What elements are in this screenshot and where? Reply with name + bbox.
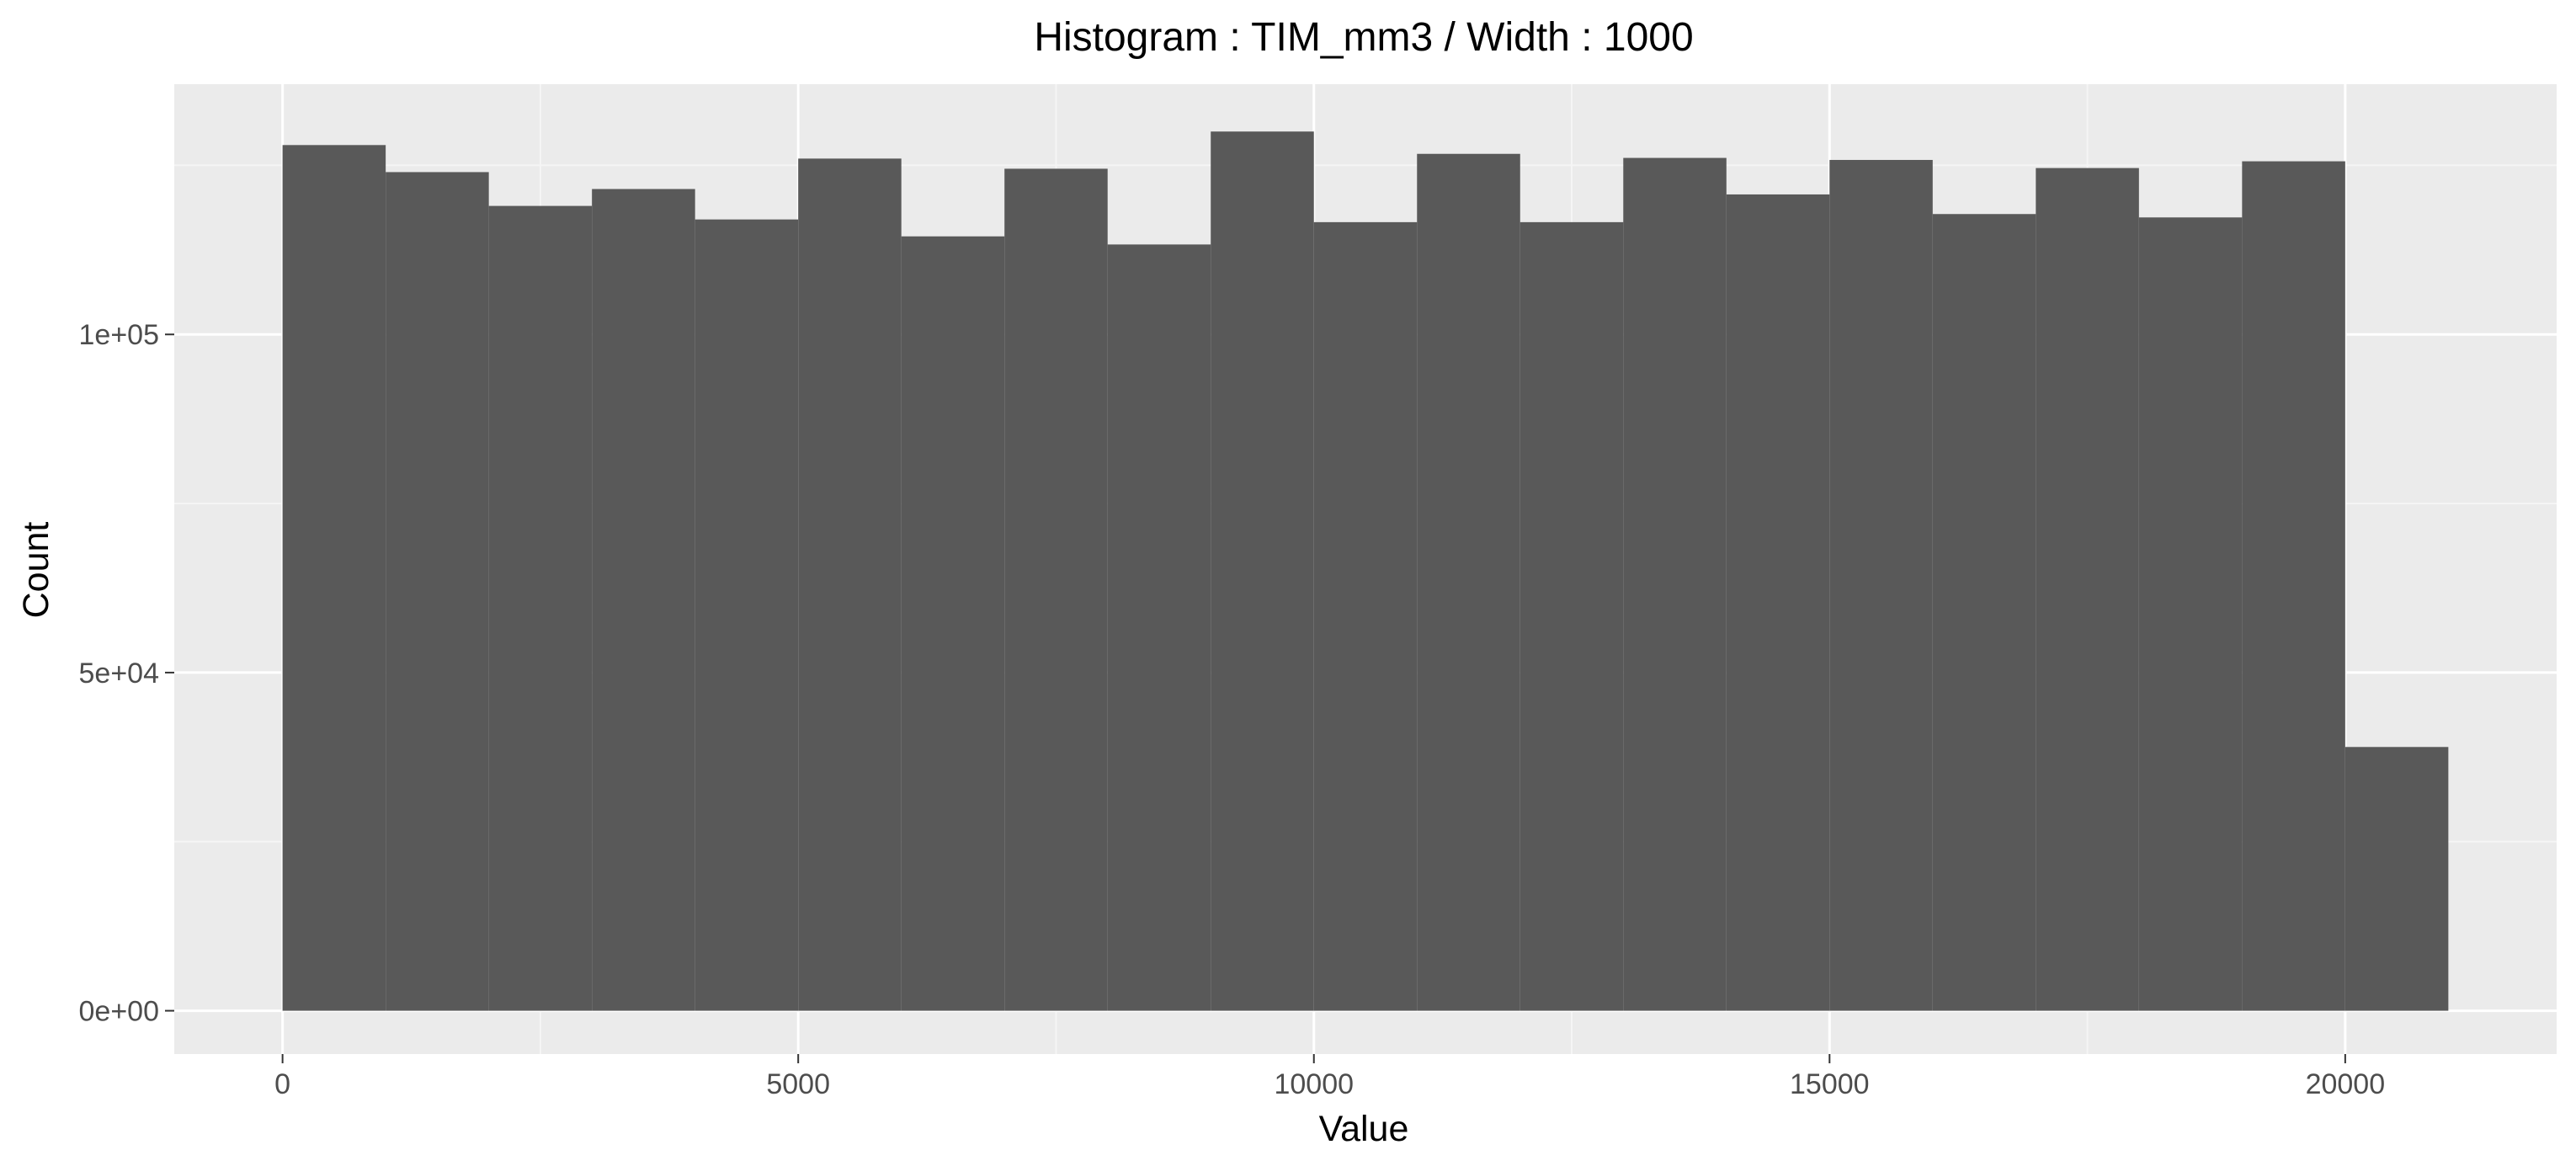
histogram-bar-11: [1417, 153, 1520, 1011]
y-tick-label: 0e+00: [79, 996, 160, 1028]
axis-tick-labels: 0 5000 10000 15000 20000 0e+00 5e+04 1e+05: [79, 319, 2386, 1100]
histogram-bar-14: [1726, 194, 1830, 1011]
chart-title: Histogram : TIM_mm3 / Width : 1000: [1034, 15, 1693, 60]
histogram-bar-15: [1829, 159, 1933, 1011]
x-tick-label: 15000: [1790, 1068, 1870, 1100]
histogram-bar-0: [282, 145, 386, 1011]
histogram-bar-12: [1520, 221, 1624, 1011]
histogram-bar-8: [1107, 244, 1211, 1011]
x-axis-title: Value: [1319, 1109, 1409, 1149]
histogram-bar-18: [2138, 217, 2243, 1011]
x-tick-label: 0: [274, 1068, 290, 1100]
x-tick-label: 10000: [1274, 1068, 1354, 1100]
histogram-bar-20: [2344, 747, 2449, 1011]
histogram-bars: [282, 131, 2449, 1011]
x-tick-label: 5000: [766, 1068, 830, 1100]
histogram-bar-5: [798, 158, 902, 1011]
histogram-bar-2: [488, 205, 593, 1011]
histogram-bar-9: [1211, 131, 1314, 1011]
x-tick-label: 20000: [2306, 1068, 2386, 1100]
histogram-bar-6: [901, 236, 1005, 1011]
y-axis-title: Count: [16, 522, 56, 619]
histogram-bar-13: [1623, 157, 1727, 1011]
y-tick-label: 1e+05: [79, 319, 160, 351]
axis-ticks: [165, 333, 2346, 1063]
histogram-bar-1: [386, 172, 489, 1011]
histogram-bar-7: [1004, 168, 1108, 1011]
histogram-bar-19: [2242, 161, 2345, 1011]
y-tick-label: 5e+04: [79, 658, 160, 689]
histogram-bar-10: [1313, 221, 1418, 1011]
histogram-bar-17: [2036, 168, 2139, 1011]
histogram-bar-3: [592, 189, 695, 1011]
histogram-bar-16: [1932, 214, 2036, 1011]
histogram-bar-4: [695, 219, 799, 1011]
